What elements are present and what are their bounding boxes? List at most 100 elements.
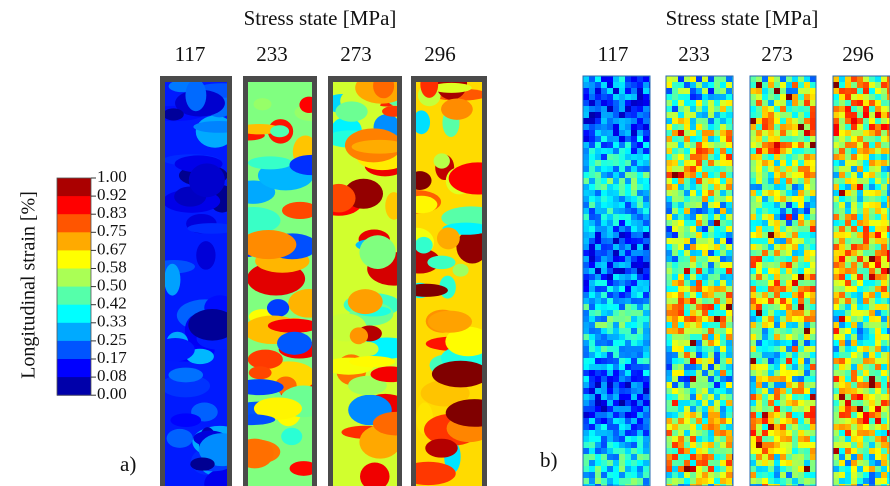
strain-pixel — [804, 94, 810, 100]
strain-pixel — [637, 256, 643, 262]
strain-pixel — [845, 436, 851, 442]
strain-pixel — [857, 340, 863, 346]
strain-pixel — [678, 262, 684, 268]
strain-pixel — [756, 460, 762, 466]
strain-pixel — [637, 310, 643, 316]
strain-pixel — [780, 436, 786, 442]
strain-pixel — [619, 220, 625, 226]
strain-pixel — [690, 262, 696, 268]
strain-pixel — [798, 328, 804, 334]
strain-pixel — [875, 424, 881, 430]
strain-pixel — [774, 256, 780, 262]
strain-pixel — [857, 220, 863, 226]
strain-pixel — [583, 388, 589, 394]
strain-pixel — [708, 88, 714, 94]
strain-pixel — [768, 442, 774, 448]
strain-pixel — [595, 196, 601, 202]
strain-blob — [163, 108, 184, 120]
strain-pixel — [613, 346, 619, 352]
strain-pixel — [839, 136, 845, 142]
strain-pixel — [678, 208, 684, 214]
strain-pixel — [678, 328, 684, 334]
strain-pixel — [804, 208, 810, 214]
strain-pixel — [857, 460, 863, 466]
strain-pixel — [786, 340, 792, 346]
strain-pixel — [839, 340, 845, 346]
strain-pixel — [833, 250, 839, 256]
strain-pixel — [720, 172, 726, 178]
strain-pixel — [601, 394, 607, 400]
strain-pixel — [690, 322, 696, 328]
strain-pixel — [810, 322, 816, 328]
strain-pixel — [839, 310, 845, 316]
strain-pixel — [589, 274, 595, 280]
strain-pixel — [857, 316, 863, 322]
strain-pixel — [833, 130, 839, 136]
strain-pixel — [690, 256, 696, 262]
strain-pixel — [583, 328, 589, 334]
strain-pixel — [851, 262, 857, 268]
strain-pixel — [613, 124, 619, 130]
strain-pixel — [625, 418, 631, 424]
colorbar-swatch — [57, 359, 91, 378]
strain-pixel — [726, 286, 732, 292]
strain-pixel — [720, 334, 726, 340]
strain-pixel — [702, 256, 708, 262]
strain-pixel — [613, 460, 619, 466]
strain-pixel — [780, 76, 786, 82]
strain-pixel — [607, 238, 613, 244]
strain-pixel — [607, 280, 613, 286]
strain-pixel — [804, 160, 810, 166]
strain-pixel — [869, 226, 875, 232]
strain-pixel — [804, 118, 810, 124]
strain-pixel — [690, 154, 696, 160]
strain-blob — [350, 327, 368, 344]
strain-pixel — [702, 370, 708, 376]
strain-pixel — [774, 88, 780, 94]
strain-pixel — [702, 436, 708, 442]
strain-pixel — [708, 232, 714, 238]
strain-pixel — [881, 166, 887, 172]
strain-pixel — [881, 94, 887, 100]
strain-pixel — [601, 466, 607, 472]
strain-pixel — [851, 292, 857, 298]
strain-pixel — [780, 310, 786, 316]
strain-pixel — [720, 232, 726, 238]
strain-pixel — [708, 376, 714, 382]
strain-pixel — [613, 430, 619, 436]
strain-pixel — [696, 94, 702, 100]
strain-pixel — [589, 136, 595, 142]
strain-pixel — [666, 226, 672, 232]
strain-pixel — [786, 280, 792, 286]
strain-pixel — [798, 88, 804, 94]
strain-pixel — [726, 376, 732, 382]
strain-pixel — [583, 226, 589, 232]
strain-pixel — [863, 352, 869, 358]
strain-pixel — [762, 82, 768, 88]
strain-pixel — [702, 466, 708, 472]
strain-pixel — [619, 202, 625, 208]
strain-pixel — [869, 262, 875, 268]
strain-pixel — [631, 412, 637, 418]
strain-pixel — [750, 82, 756, 88]
strain-pixel — [768, 178, 774, 184]
strain-pixel — [672, 478, 678, 484]
strain-pixel — [589, 478, 595, 484]
strain-pixel — [631, 406, 637, 412]
strain-pixel — [863, 226, 869, 232]
strain-blob — [405, 196, 437, 214]
strain-pixel — [726, 334, 732, 340]
strain-pixel — [750, 244, 756, 250]
strain-pixel — [583, 394, 589, 400]
strain-pixel — [678, 256, 684, 262]
strain-pixel — [762, 142, 768, 148]
strain-pixel — [720, 76, 726, 82]
strain-pixel — [672, 412, 678, 418]
strain-pixel — [595, 316, 601, 322]
strain-pixel — [631, 112, 637, 118]
strain-pixel — [869, 334, 875, 340]
strain-pixel — [666, 250, 672, 256]
strain-pixel — [810, 292, 816, 298]
strain-pixel — [613, 130, 619, 136]
strain-pixel — [804, 220, 810, 226]
